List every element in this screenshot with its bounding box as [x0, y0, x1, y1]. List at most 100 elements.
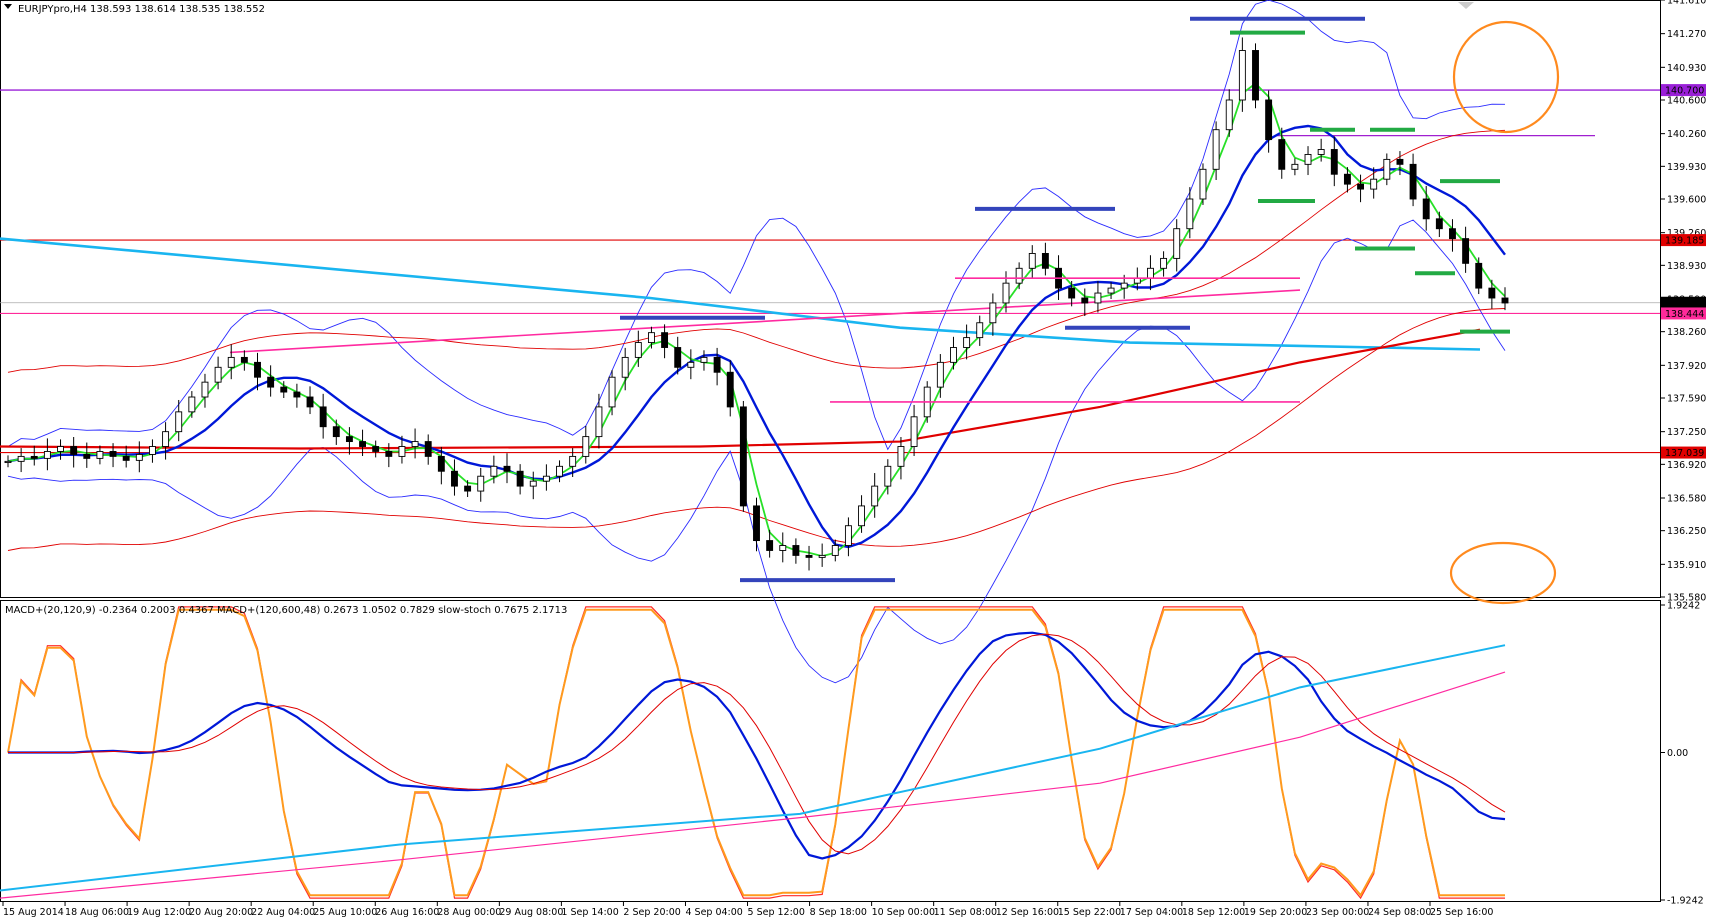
- candle-body: [1449, 228, 1456, 240]
- time-tick-label: 25 Aug 10:00: [313, 907, 377, 918]
- candle-body: [726, 371, 734, 408]
- candle-body: [753, 505, 760, 542]
- candle-body: [280, 386, 288, 393]
- candle-body: [831, 545, 839, 556]
- annotation-circle-top: [1452, 20, 1560, 134]
- candle-body: [1501, 297, 1509, 304]
- time-tick-label: 18 Sep 12:00: [1182, 907, 1245, 918]
- candle-body: [1291, 163, 1299, 170]
- candle-body: [1343, 173, 1351, 185]
- price-tick-label: 140.930: [1667, 63, 1706, 74]
- candle-body: [569, 455, 577, 467]
- candle-body: [332, 426, 340, 438]
- scroll-marker-icon[interactable]: [1458, 2, 1474, 9]
- candle-body: [1278, 139, 1286, 170]
- indicator-pane[interactable]: [0, 600, 1661, 902]
- candle-body: [306, 396, 314, 408]
- candle-body: [529, 480, 537, 487]
- candle-body: [122, 455, 130, 461]
- candle-body: [542, 475, 550, 482]
- price-tick-label: 136.250: [1667, 526, 1706, 537]
- candle-body: [608, 376, 616, 408]
- candle-body: [844, 525, 852, 546]
- indicator-header: MACD+(20,120,9) -0.2364 0.2003 0.4367 MA…: [5, 605, 567, 616]
- time-tick-label: 2 Sep 20:00: [623, 907, 680, 918]
- time-tick-label: 15 Aug 2014: [3, 907, 64, 918]
- time-tick-label: 20 Aug 20:00: [189, 907, 253, 918]
- bollinger-upper: [7, 0, 1506, 451]
- long-band-upper: [7, 129, 1506, 373]
- candle-body: [503, 465, 511, 472]
- candle-body: [1435, 218, 1443, 230]
- candle-body: [1475, 262, 1483, 289]
- candle-body: [359, 441, 367, 447]
- price-tag: [1661, 84, 1706, 97]
- candle-body: [989, 302, 997, 324]
- price-tick-label: 137.920: [1667, 361, 1706, 372]
- candle-body: [687, 361, 695, 368]
- candle-body: [1252, 50, 1259, 101]
- candle-body: [516, 470, 524, 487]
- candle-body: [858, 505, 866, 527]
- candle-body: [1028, 253, 1036, 269]
- macd-slow: [0, 644, 1506, 892]
- price-tick-label: 138.260: [1667, 327, 1706, 338]
- time-tick-label: 18 Aug 06:00: [65, 907, 129, 918]
- price-tag-label: 138.552: [1665, 298, 1704, 309]
- candle-body: [1041, 253, 1049, 269]
- candle-body: [109, 451, 117, 457]
- price-tag: [1661, 296, 1706, 309]
- candle-body: [201, 381, 209, 398]
- candle-body: [1120, 282, 1128, 289]
- candle-body: [1002, 282, 1010, 304]
- candle-body: [83, 453, 91, 459]
- chart-header: EURJPYpro,H4 138.593 138.614 138.535 138…: [18, 4, 265, 15]
- candle-body: [1317, 149, 1325, 155]
- candle-body: [661, 332, 669, 348]
- price-tag-label: 138.444: [1665, 309, 1704, 320]
- candle-body: [1068, 287, 1076, 299]
- time-tick-label: 29 Aug 08:00: [499, 907, 563, 918]
- price-tag: [1661, 307, 1706, 320]
- candle-body: [1409, 163, 1417, 200]
- candle-body: [135, 453, 143, 461]
- candle-body: [1330, 149, 1338, 175]
- candle-body: [1488, 287, 1496, 299]
- candle-body: [1107, 287, 1115, 294]
- price-tick-label: 141.270: [1667, 29, 1706, 40]
- time-tick-label: 8 Sep 18:00: [810, 907, 867, 918]
- candle-body: [267, 376, 275, 388]
- candle-body: [372, 446, 380, 452]
- candle-body: [1422, 198, 1430, 220]
- candle-body: [884, 465, 892, 487]
- candle-body: [556, 465, 563, 477]
- time-tick-label: 28 Aug 00:00: [437, 907, 501, 918]
- candle-body: [293, 391, 301, 398]
- candle-body: [1265, 99, 1273, 141]
- indicator-tick-label: 0.00: [1667, 748, 1688, 759]
- candle-body: [1396, 158, 1404, 165]
- candle-body: [424, 441, 432, 457]
- candle-body: [739, 406, 747, 507]
- time-tick-label: 12 Sep 16:00: [996, 907, 1059, 918]
- candle-body: [385, 451, 393, 457]
- time-tick-label: 4 Sep 04:00: [685, 907, 742, 918]
- candle-body: [936, 361, 944, 388]
- candle-body: [451, 470, 458, 487]
- time-tick-label: 15 Sep 22:00: [1058, 907, 1121, 918]
- indicator-plot: [0, 606, 1506, 900]
- time-tick-label: 25 Sep 16:00: [1430, 907, 1493, 918]
- candle-body: [240, 356, 248, 363]
- candle-body: [70, 446, 78, 455]
- candle-body: [1357, 183, 1365, 190]
- candle-body: [1146, 267, 1154, 279]
- macd-fast-signal: [8, 633, 1506, 855]
- price-tick-label: 136.580: [1667, 493, 1706, 504]
- dropdown-icon[interactable]: [4, 4, 12, 9]
- candle-body: [805, 554, 813, 558]
- time-tick-label: 23 Sep 00:00: [1306, 907, 1369, 918]
- candle-body: [43, 451, 51, 459]
- candle-body: [96, 451, 104, 459]
- candle-body: [17, 455, 25, 462]
- candle-body: [674, 347, 682, 368]
